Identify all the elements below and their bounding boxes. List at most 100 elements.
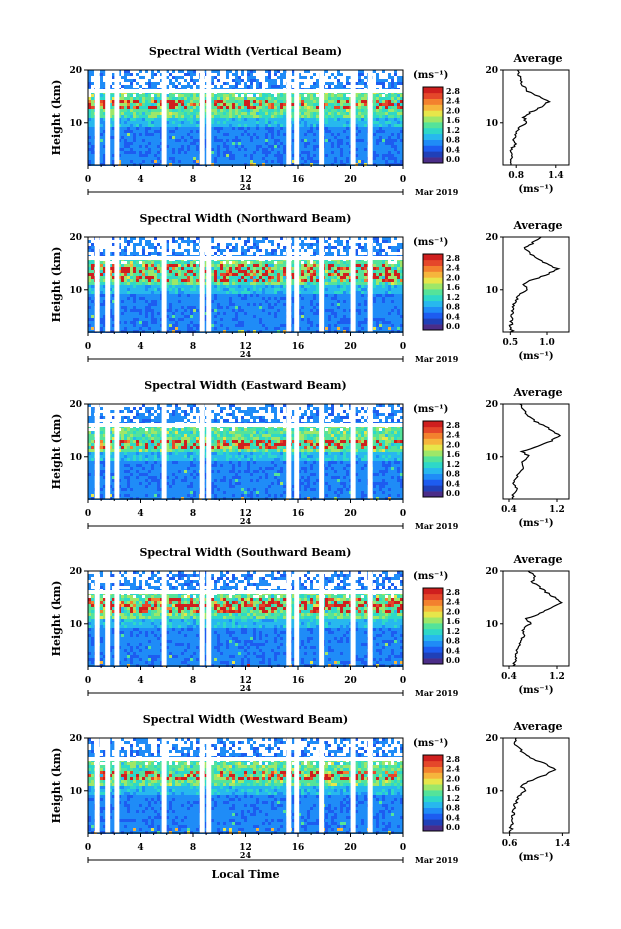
- heatmap-cell: [283, 151, 286, 154]
- heatmap-cell: [223, 127, 226, 130]
- heatmap-cell: [232, 100, 235, 103]
- heatmap-cell: [361, 261, 364, 264]
- heatmap-cell: [361, 73, 364, 76]
- heatmap-cell: [310, 273, 313, 276]
- heatmap-cell: [310, 124, 313, 127]
- heatmap-cell: [238, 100, 241, 103]
- heatmap-cell: [121, 249, 124, 252]
- heatmap-cell: [226, 100, 229, 103]
- heatmap-cell: [184, 73, 187, 76]
- heatmap-cell: [103, 267, 106, 270]
- heatmap-cell: [148, 151, 151, 154]
- heatmap-cell: [355, 288, 358, 291]
- heatmap-cell: [340, 160, 343, 163]
- heatmap-cell: [331, 291, 334, 294]
- heatmap-cell: [100, 94, 103, 97]
- heatmap-cell: [382, 151, 385, 154]
- heatmap-cell: [169, 109, 172, 112]
- heatmap-cell: [328, 136, 331, 139]
- heatmap-cell: [151, 109, 154, 112]
- heatmap-cell: [307, 294, 310, 297]
- heatmap-cell: [250, 100, 253, 103]
- heatmap-cell: [229, 291, 232, 294]
- heatmap-cell: [220, 249, 223, 252]
- heatmap-cell: [136, 276, 139, 279]
- heatmap-cell: [316, 297, 319, 300]
- heatmap-cell: [376, 160, 379, 163]
- heatmap-cell: [124, 157, 127, 160]
- heatmap-cell: [232, 130, 235, 133]
- heatmap-cell: [112, 297, 115, 300]
- heatmap-cell: [283, 246, 286, 249]
- heatmap-cell: [139, 297, 142, 300]
- heatmap-cell: [172, 115, 175, 118]
- heatmap-cell: [349, 264, 352, 267]
- heatmap-cell: [166, 118, 169, 121]
- heatmap-cell: [355, 273, 358, 276]
- heatmap-cell: [112, 112, 115, 115]
- heatmap-cell: [328, 106, 331, 109]
- heatmap-cell: [328, 267, 331, 270]
- heatmap-cell: [91, 82, 94, 85]
- heatmap-cell: [166, 279, 169, 282]
- heatmap-cell: [184, 100, 187, 103]
- heatmap-cell: [382, 160, 385, 163]
- heatmap-cell: [196, 294, 199, 297]
- heatmap-cell: [361, 291, 364, 294]
- heatmap-cell: [361, 154, 364, 157]
- heatmap-cell: [331, 118, 334, 121]
- heatmap-cell: [232, 127, 235, 130]
- heatmap-cell: [364, 109, 367, 112]
- heatmap-cell: [109, 157, 112, 160]
- heatmap-cell: [169, 273, 172, 276]
- heatmap-cell: [307, 130, 310, 133]
- heatmap-cell: [307, 148, 310, 151]
- heatmap-cell: [157, 243, 160, 246]
- average-y-tick-label: 20: [485, 66, 498, 76]
- heatmap-cell: [166, 109, 169, 112]
- heatmap-cell: [142, 130, 145, 133]
- heatmap-cell: [214, 85, 217, 88]
- heatmap-cell: [184, 279, 187, 282]
- heatmap-cell: [193, 79, 196, 82]
- heatmap-cell: [400, 145, 403, 148]
- heatmap-cell: [151, 136, 154, 139]
- heatmap-cell: [247, 103, 250, 106]
- heatmap-cell: [262, 118, 265, 121]
- heatmap-cell: [112, 160, 115, 163]
- heatmap-cell: [112, 157, 115, 160]
- heatmap-cell: [253, 97, 256, 100]
- heatmap-cell: [244, 136, 247, 139]
- heatmap-cell: [226, 267, 229, 270]
- heatmap-cell: [211, 246, 214, 249]
- heatmap-cell: [145, 291, 148, 294]
- heatmap-cell: [190, 73, 193, 76]
- heatmap-cell: [187, 276, 190, 279]
- heatmap-cell: [271, 79, 274, 82]
- heatmap-cell: [235, 273, 238, 276]
- heatmap-cell: [268, 130, 271, 133]
- heatmap-cell: [283, 97, 286, 100]
- heatmap-cell: [139, 294, 142, 297]
- heatmap-cell: [184, 291, 187, 294]
- heatmap-cell: [271, 106, 274, 109]
- heatmap-cell: [259, 100, 262, 103]
- heatmap-cell: [373, 142, 376, 145]
- heatmap-cell: [175, 100, 178, 103]
- heatmap-cell: [292, 264, 295, 267]
- heatmap-cell: [241, 133, 244, 136]
- heatmap-cell: [379, 264, 382, 267]
- heatmap-cell: [175, 115, 178, 118]
- heatmap-cell: [253, 142, 256, 145]
- heatmap-cell: [91, 160, 94, 163]
- heatmap-cell: [361, 294, 364, 297]
- heatmap-cell: [334, 157, 337, 160]
- heatmap-cell: [313, 148, 316, 151]
- heatmap-cell: [292, 97, 295, 100]
- heatmap-cell: [226, 82, 229, 85]
- heatmap-cell: [337, 82, 340, 85]
- heatmap-cell: [400, 79, 403, 82]
- heatmap-cell: [325, 148, 328, 151]
- heatmap-cell: [253, 246, 256, 249]
- heatmap-cell: [100, 154, 103, 157]
